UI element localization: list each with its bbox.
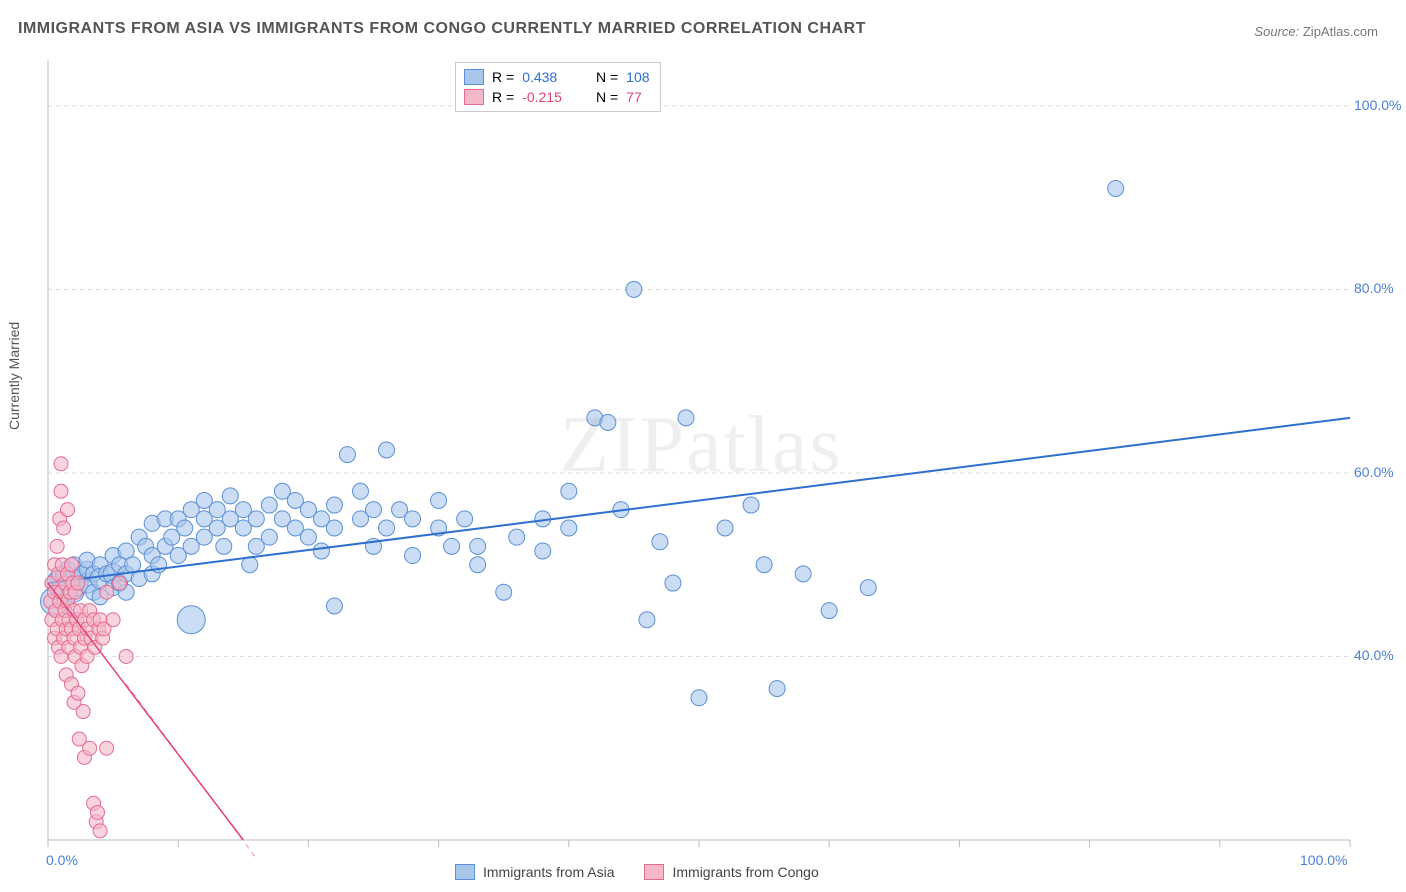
legend-label-asia: Immigrants from Asia (483, 864, 614, 880)
y-axis-label: Currently Married (6, 322, 22, 430)
legend-item-congo: Immigrants from Congo (644, 864, 818, 880)
y-tick-label: 100.0% (1354, 97, 1401, 113)
stats-row-congo: R = -0.215 N = 77 (464, 87, 650, 107)
swatch-congo (464, 89, 484, 105)
series-legend: Immigrants from Asia Immigrants from Con… (455, 864, 819, 880)
r-value-asia: 0.438 (522, 67, 572, 87)
legend-item-asia: Immigrants from Asia (455, 864, 614, 880)
scatter-plot-svg (0, 0, 1406, 892)
correlation-stats-legend: R = 0.438 N = 108 R = -0.215 N = 77 (455, 62, 661, 112)
x-tick-label: 100.0% (1300, 852, 1347, 868)
legend-swatch-asia (455, 864, 475, 880)
y-tick-label: 60.0% (1354, 464, 1394, 480)
swatch-asia (464, 69, 484, 85)
legend-swatch-congo (644, 864, 664, 880)
n-label-congo: N = (596, 87, 618, 107)
y-tick-label: 80.0% (1354, 280, 1394, 296)
n-label-asia: N = (596, 67, 618, 87)
r-value-congo: -0.215 (522, 87, 572, 107)
r-label-congo: R = (492, 87, 514, 107)
r-label-asia: R = (492, 67, 514, 87)
legend-label-congo: Immigrants from Congo (672, 864, 818, 880)
n-value-asia: 108 (626, 67, 649, 87)
chart-container: IMMIGRANTS FROM ASIA VS IMMIGRANTS FROM … (0, 0, 1406, 892)
y-tick-label: 40.0% (1354, 647, 1394, 663)
x-tick-label: 0.0% (46, 852, 78, 868)
stats-row-asia: R = 0.438 N = 108 (464, 67, 650, 87)
n-value-congo: 77 (626, 87, 642, 107)
